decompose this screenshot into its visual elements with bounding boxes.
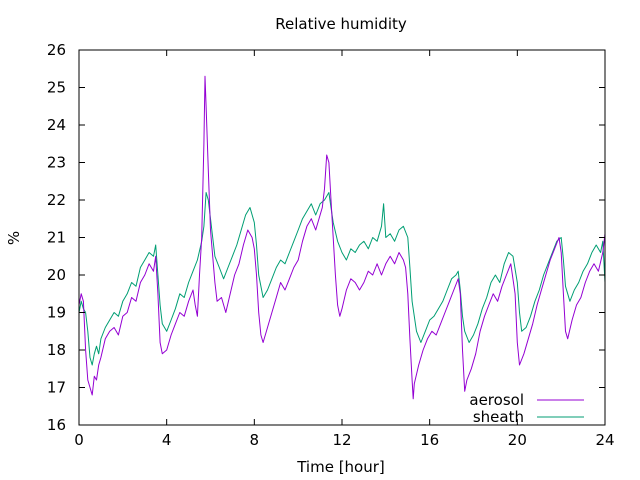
x-tick-label: 24: [595, 431, 614, 449]
x-tick-label: 4: [162, 431, 172, 449]
x-tick-label: 12: [332, 431, 351, 449]
x-tick-label: 0: [74, 431, 84, 449]
x-axis-label: Time [hour]: [296, 458, 385, 476]
y-tick-label: 22: [47, 191, 66, 209]
x-tick-label: 20: [508, 431, 527, 449]
series-line-aerosol: [78, 75, 606, 400]
legend-label-sheath: sheath: [473, 408, 524, 426]
y-tick-label: 17: [47, 379, 66, 397]
x-tick-label: 8: [250, 431, 260, 449]
legend-label-aerosol: aerosol: [469, 391, 524, 409]
axis-ticks: 0 4 8 12 16 20 24 16 17 18 19 20 21 22 23 24 25 26: [47, 41, 615, 449]
y-tick-label: 18: [47, 341, 66, 359]
chart-title: Relative humidity: [275, 15, 407, 33]
plot-frame: [78, 49, 606, 426]
y-tick-label: 24: [47, 116, 66, 134]
y-tick-label: 26: [47, 41, 66, 59]
y-axis-label: %: [5, 231, 23, 245]
y-tick-label: 23: [47, 154, 66, 172]
y-tick-label: 21: [47, 229, 66, 247]
y-tick-label: 25: [47, 79, 66, 97]
y-tick-label: 16: [47, 416, 66, 434]
plot-area: [78, 75, 606, 400]
x-tick-label: 16: [420, 431, 439, 449]
y-tick-label: 20: [47, 266, 66, 284]
series-line-sheath: [78, 192, 606, 366]
y-tick-label: 19: [47, 304, 66, 322]
